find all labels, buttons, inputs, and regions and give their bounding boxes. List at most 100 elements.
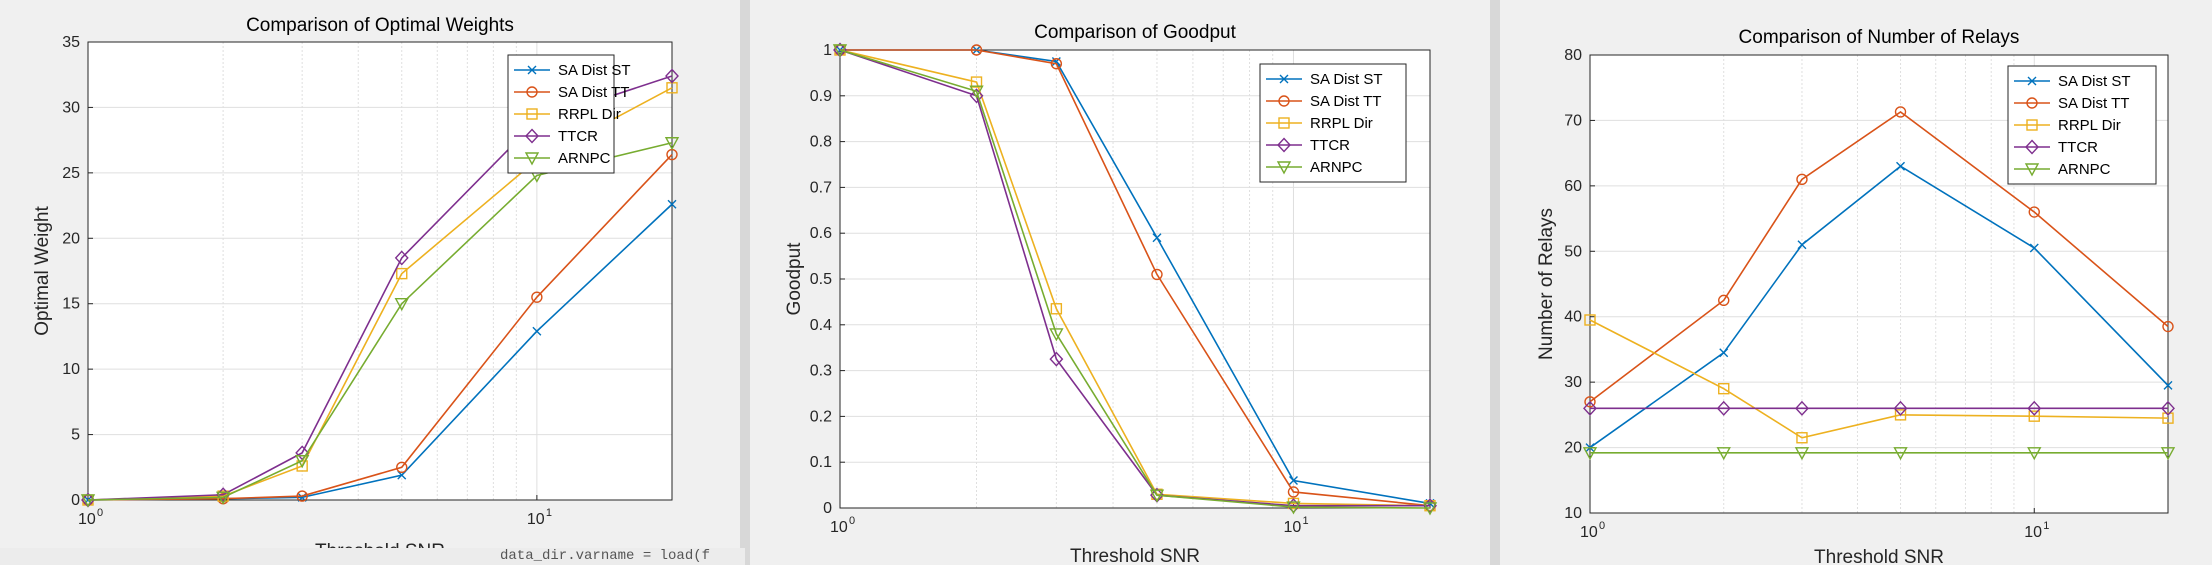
data-point (667, 199, 677, 209)
legend-label: SA Dist ST (1310, 71, 1383, 88)
y-tick-label: 0.7 (810, 179, 832, 196)
y-tick-label: 50 (1564, 243, 1582, 260)
series-line (1589, 319, 2169, 439)
legend-marker (524, 152, 540, 166)
y-tick-label: 30 (62, 99, 80, 116)
series-line (87, 153, 673, 501)
x-tick-exponent: 0 (1599, 520, 1605, 532)
legend-marker (1278, 117, 1290, 129)
data-point (970, 76, 983, 88)
data-point (397, 470, 407, 480)
legend-label: TTCR (558, 128, 598, 145)
data-point (294, 455, 310, 469)
series-arnpc (1582, 447, 2176, 461)
legend-label: RRPL Dir (1310, 115, 1373, 132)
y-tick-label: 20 (1564, 440, 1582, 457)
data-point (296, 490, 308, 502)
legend-label: RRPL Dir (2058, 117, 2121, 134)
data-point (1797, 240, 1807, 250)
data-point (1796, 432, 1808, 444)
data-point (1151, 268, 1163, 281)
data-point (664, 137, 680, 151)
data-point (1049, 328, 1064, 342)
data-point (1422, 502, 1438, 516)
y-tick-label: 0.8 (810, 134, 832, 151)
x-tick-exponent: 1 (2043, 520, 2049, 532)
data-point (665, 68, 679, 84)
legend-label: ARNPC (2058, 161, 2111, 178)
window-border (1490, 0, 1500, 565)
x-tick-label: 10 (1580, 524, 1598, 541)
chart-title: Comparison of Goodput (1034, 22, 1236, 43)
data-point (215, 491, 231, 505)
series-line (1589, 110, 2169, 403)
y-tick-label: 0.9 (810, 88, 832, 105)
data-point (2162, 320, 2174, 333)
data-point (1152, 233, 1162, 243)
figure-window-2: 0 0.1 0.2 0.3 0.4 0.5 0.6 0.7 0.8 0.9 1 10 0 10 1 Compa… (750, 0, 1490, 565)
legend-marker (526, 108, 538, 120)
y-tick-label: 10 (62, 361, 80, 378)
legend-label: SA Dist TT (2058, 95, 2129, 112)
data-point (1893, 400, 1908, 416)
data-point (531, 291, 543, 303)
legend-label: TTCR (1310, 137, 1350, 154)
y-axis-label: Optimal Weight (32, 206, 53, 336)
data-point (1584, 396, 1596, 408)
data-point (2029, 243, 2039, 253)
legend-marker (1278, 95, 1290, 107)
series-arnpc (832, 44, 1438, 516)
x-axis-label: Threshold SNR (1814, 547, 1944, 565)
y-axis-label: Goodput (784, 242, 805, 316)
y-tick-label: 30 (1564, 374, 1582, 391)
data-point (532, 326, 542, 336)
data-point (1286, 501, 1301, 515)
data-point (2027, 447, 2042, 461)
y-tick-label: 15 (62, 296, 80, 313)
y-tick-label: 40 (1564, 309, 1582, 326)
x-axis-label: Threshold SNR (1070, 546, 1200, 565)
legend-label: SA Dist TT (1310, 93, 1381, 110)
data-point (394, 250, 409, 266)
legend-marker (527, 65, 537, 75)
legend-marker (2025, 139, 2039, 155)
y-axis-label: Number of Relays (1536, 208, 1557, 360)
data-point (1719, 348, 1729, 358)
legend-marker (2024, 163, 2040, 177)
legend-label: SA Dist ST (2058, 73, 2131, 90)
y-tick-label: 0.3 (810, 363, 832, 380)
series-line (839, 49, 1431, 509)
x-tick-label: 10 (1283, 519, 1301, 536)
x-tick-exponent: 1 (1302, 515, 1308, 527)
series-rrpl-dir (1584, 314, 2174, 444)
series-line (839, 49, 1430, 507)
figure-window-3: 10 20 30 40 50 60 70 80 10 0 10 1 Comparison of Numb… (1500, 0, 2212, 565)
legend: SA Dist ST SA Dist TT RRPL Dir TTCR ARNPC (507, 54, 631, 174)
data-point (1050, 303, 1063, 315)
data-point (1894, 409, 1907, 421)
code-text: data_dir.varname = load(f (500, 548, 711, 564)
series-line (840, 49, 1431, 507)
data-point (1716, 400, 1731, 416)
data-point (1796, 173, 1808, 186)
legend-label: TTCR (2058, 139, 2098, 156)
data-point (1583, 400, 1597, 416)
y-tick-label: 20 (62, 230, 80, 247)
legend-marker (1277, 137, 1291, 153)
legend-label: SA Dist ST (558, 62, 631, 79)
data-point (2160, 447, 2176, 461)
y-tick-label: 0.5 (810, 271, 832, 288)
data-point (2028, 206, 2040, 218)
legend: SA Dist ST SA Dist TT RRPL Dir TTCR ARNPC (2007, 65, 2157, 185)
legend-marker (2026, 97, 2038, 109)
series-line (1589, 165, 2169, 449)
data-point (396, 461, 408, 473)
legend-label: ARNPC (558, 150, 611, 167)
editor-code-strip: data_dir.varname = load(f (0, 548, 745, 565)
x-tick-label: 10 (527, 511, 545, 528)
data-point (1288, 476, 1298, 486)
y-tick-label: 70 (1564, 112, 1582, 129)
